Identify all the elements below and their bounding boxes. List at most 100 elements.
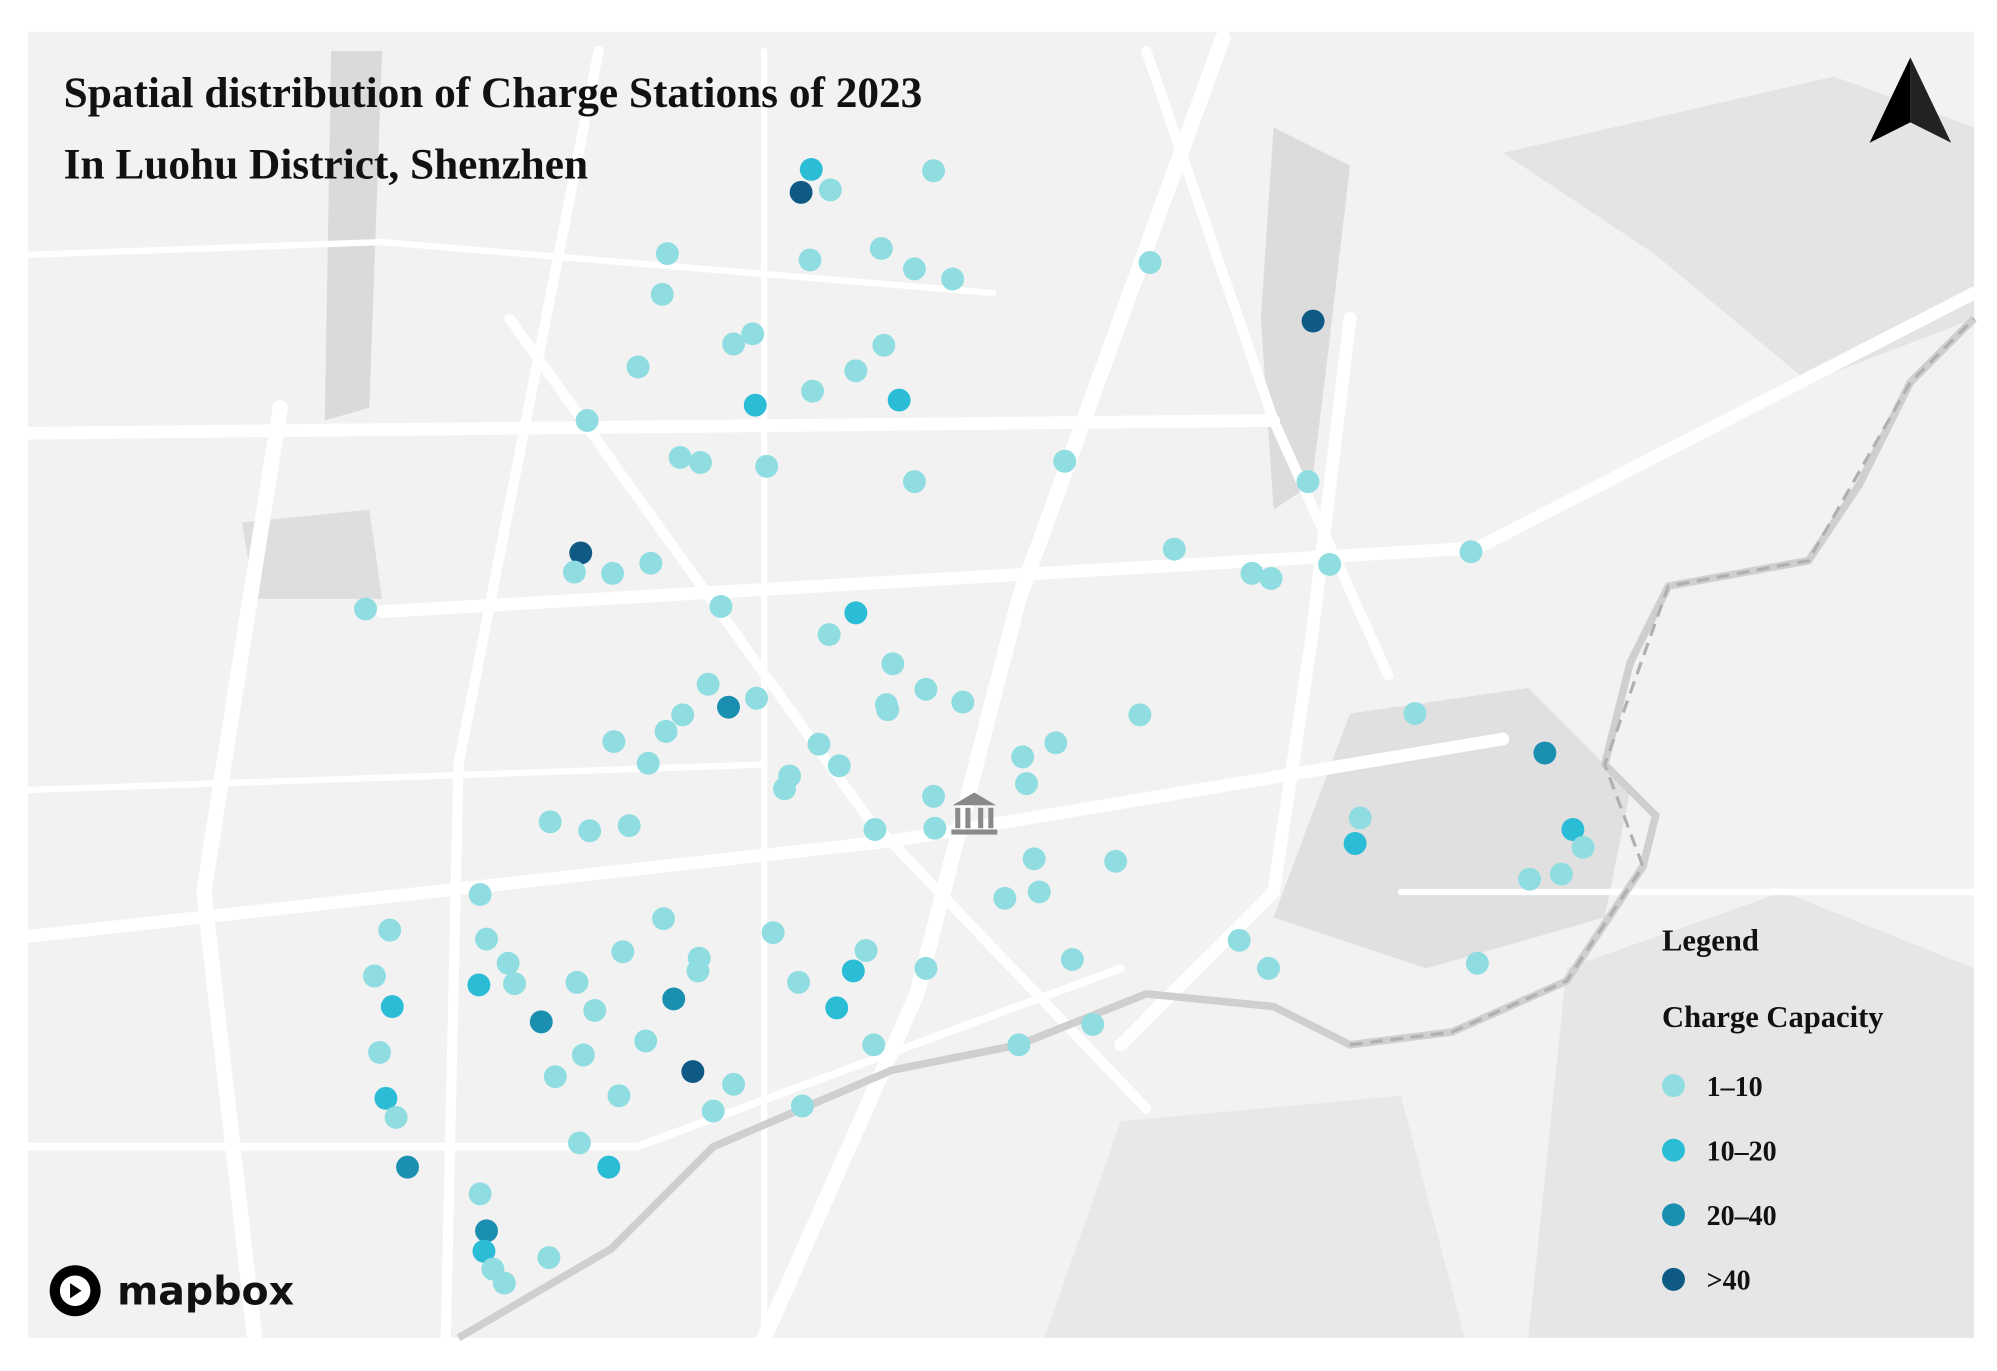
station <box>689 451 712 474</box>
legend-label: 20–40 <box>1707 1201 1777 1232</box>
station <box>1561 818 1585 841</box>
station <box>869 236 893 260</box>
station <box>761 921 785 945</box>
map-subtitle: In Luohu District, Shenzhen <box>64 140 588 188</box>
station <box>681 1060 705 1084</box>
station <box>1138 251 1162 274</box>
station <box>362 964 386 988</box>
station <box>914 677 938 701</box>
station <box>790 1094 814 1118</box>
station <box>799 157 823 181</box>
station <box>801 379 825 403</box>
station <box>1403 702 1427 725</box>
station <box>1053 449 1077 473</box>
station <box>607 1084 631 1108</box>
legend-title: Legend <box>1662 924 1759 958</box>
legend-swatch <box>1662 1267 1685 1291</box>
station <box>543 1065 567 1089</box>
station <box>1081 1012 1105 1036</box>
station <box>655 242 679 266</box>
station <box>1257 956 1280 980</box>
station <box>722 1072 746 1096</box>
station <box>881 652 905 676</box>
station <box>722 332 746 356</box>
attribution: mapbox <box>117 1269 294 1315</box>
station <box>626 355 650 379</box>
basemap <box>21 30 1981 1346</box>
station <box>876 698 900 722</box>
station <box>701 1099 725 1123</box>
station <box>583 998 607 1022</box>
station <box>755 454 779 478</box>
station <box>922 784 946 808</box>
station <box>1465 951 1489 975</box>
station <box>741 322 765 346</box>
station <box>914 956 938 980</box>
station <box>773 777 796 801</box>
station <box>354 597 377 621</box>
station <box>807 732 831 756</box>
station <box>472 1239 496 1263</box>
station <box>601 561 625 585</box>
station <box>686 959 710 983</box>
station <box>1007 1033 1031 1057</box>
station <box>844 601 868 625</box>
station <box>650 282 674 306</box>
station <box>743 393 767 417</box>
station <box>841 959 865 983</box>
station <box>475 1219 498 1243</box>
station <box>492 1271 516 1295</box>
station <box>636 751 660 775</box>
station <box>578 819 602 843</box>
station <box>634 1029 658 1053</box>
station <box>1104 849 1128 873</box>
station <box>384 1105 408 1129</box>
station <box>1022 847 1046 871</box>
station <box>1533 741 1557 765</box>
station <box>1227 928 1251 952</box>
station <box>569 541 593 565</box>
legend-subtitle: Charge Capacity <box>1662 1000 1884 1034</box>
station <box>709 595 733 618</box>
station <box>1348 806 1372 830</box>
station <box>745 686 768 710</box>
legend-swatch <box>1662 1203 1685 1227</box>
station <box>863 818 887 841</box>
station <box>798 248 822 272</box>
station <box>1318 552 1342 576</box>
park <box>1528 891 1975 1338</box>
station <box>818 178 842 202</box>
station <box>902 257 926 281</box>
station <box>652 907 676 931</box>
legend-swatch <box>1662 1138 1685 1162</box>
station <box>671 703 695 727</box>
station <box>468 882 492 906</box>
station <box>993 886 1017 910</box>
station <box>717 695 740 719</box>
station <box>825 996 849 1020</box>
station <box>902 470 926 494</box>
station <box>617 814 641 838</box>
station <box>827 754 851 778</box>
station <box>396 1155 420 1179</box>
station <box>922 159 946 183</box>
station <box>467 973 491 997</box>
station <box>862 1033 886 1057</box>
station <box>602 730 626 754</box>
station <box>662 987 686 1011</box>
station <box>789 180 813 204</box>
station <box>1549 862 1573 886</box>
station <box>1571 835 1595 859</box>
station <box>1343 832 1367 855</box>
legend-label: 1–10 <box>1707 1072 1763 1103</box>
park <box>1502 76 1975 383</box>
station <box>696 672 720 696</box>
station <box>380 995 404 1019</box>
station <box>537 1246 561 1270</box>
station <box>1259 567 1283 590</box>
station <box>503 972 526 996</box>
station <box>844 359 868 383</box>
landmark-icon <box>951 792 998 835</box>
station <box>787 970 811 994</box>
